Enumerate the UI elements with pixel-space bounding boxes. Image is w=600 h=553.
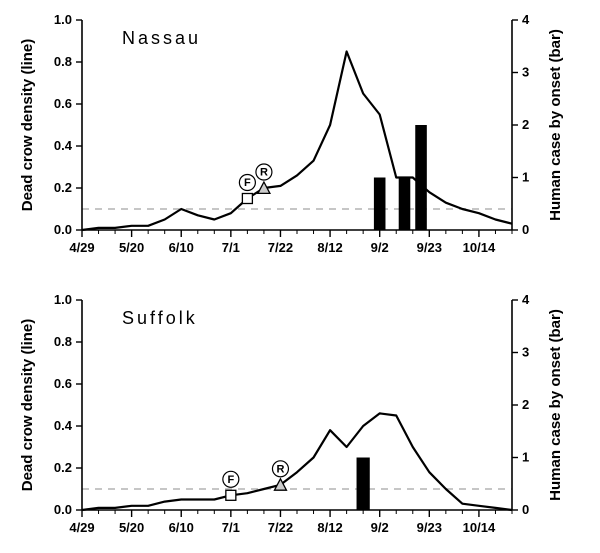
y-left-tick-label: 0.6 [54,96,72,111]
x-tick-label: 7/22 [268,240,293,255]
y-right-tick-label: 4 [522,292,530,307]
x-tick-label: 9/23 [417,520,442,535]
y-right-tick-label: 4 [522,12,530,27]
y-left-tick-label: 0.2 [54,460,72,475]
x-tick-label: 8/12 [317,520,342,535]
x-tick-label: 9/2 [371,520,389,535]
density-line [82,52,512,231]
x-tick-label: 5/20 [119,240,144,255]
x-tick-label: 10/14 [463,240,496,255]
y-right-tick-label: 2 [522,117,529,132]
x-tick-label: 4/29 [69,520,94,535]
case-bar [399,178,411,231]
y-right-tick-label: 1 [522,170,529,185]
x-tick-label: 7/1 [222,240,240,255]
marker-letter: R [276,463,284,475]
x-tick-label: 5/20 [119,520,144,535]
y-left-tick-label: 0.6 [54,376,72,391]
y-left-tick-label: 0.8 [54,334,72,349]
y-left-label: Dead crow density (line) [19,319,36,492]
case-bar [374,178,386,231]
marker-letter: F [227,474,234,486]
case-bar [357,458,370,511]
y-right-tick-label: 0 [522,502,529,517]
marker-square [242,194,252,204]
y-left-tick-label: 1.0 [54,292,72,307]
marker-letter: F [244,177,251,189]
y-left-tick-label: 1.0 [54,12,72,27]
x-tick-label: 4/29 [69,240,94,255]
y-right-tick-label: 3 [522,65,529,80]
y-left-tick-label: 0.2 [54,180,72,195]
x-tick-label: 9/23 [417,240,442,255]
y-right-tick-label: 0 [522,222,529,237]
x-tick-label: 10/14 [463,520,496,535]
y-right-tick-label: 1 [522,450,529,465]
y-left-tick-label: 0.8 [54,54,72,69]
x-tick-label: 6/10 [169,240,194,255]
case-bar [415,125,427,230]
y-left-tick-label: 0.4 [54,138,73,153]
y-right-label: Human case by onset (bar) [547,29,564,221]
y-right-label: Human case by onset (bar) [547,309,564,501]
y-left-label: Dead crow density (line) [19,39,36,212]
x-tick-label: 6/10 [169,520,194,535]
y-right-tick-label: 3 [522,345,529,360]
x-tick-label: 8/12 [317,240,342,255]
panel-title: Suffolk [122,308,198,328]
marker-letter: R [260,167,268,179]
x-tick-label: 7/1 [222,520,240,535]
y-right-tick-label: 2 [522,397,529,412]
y-left-tick-label: 0.0 [54,222,72,237]
x-tick-label: 7/22 [268,520,293,535]
x-tick-label: 9/2 [371,240,389,255]
marker-square [226,490,236,500]
panel-title: Nassau [122,28,201,48]
y-left-tick-label: 0.0 [54,502,72,517]
y-left-tick-label: 0.4 [54,418,73,433]
density-line [82,413,512,510]
